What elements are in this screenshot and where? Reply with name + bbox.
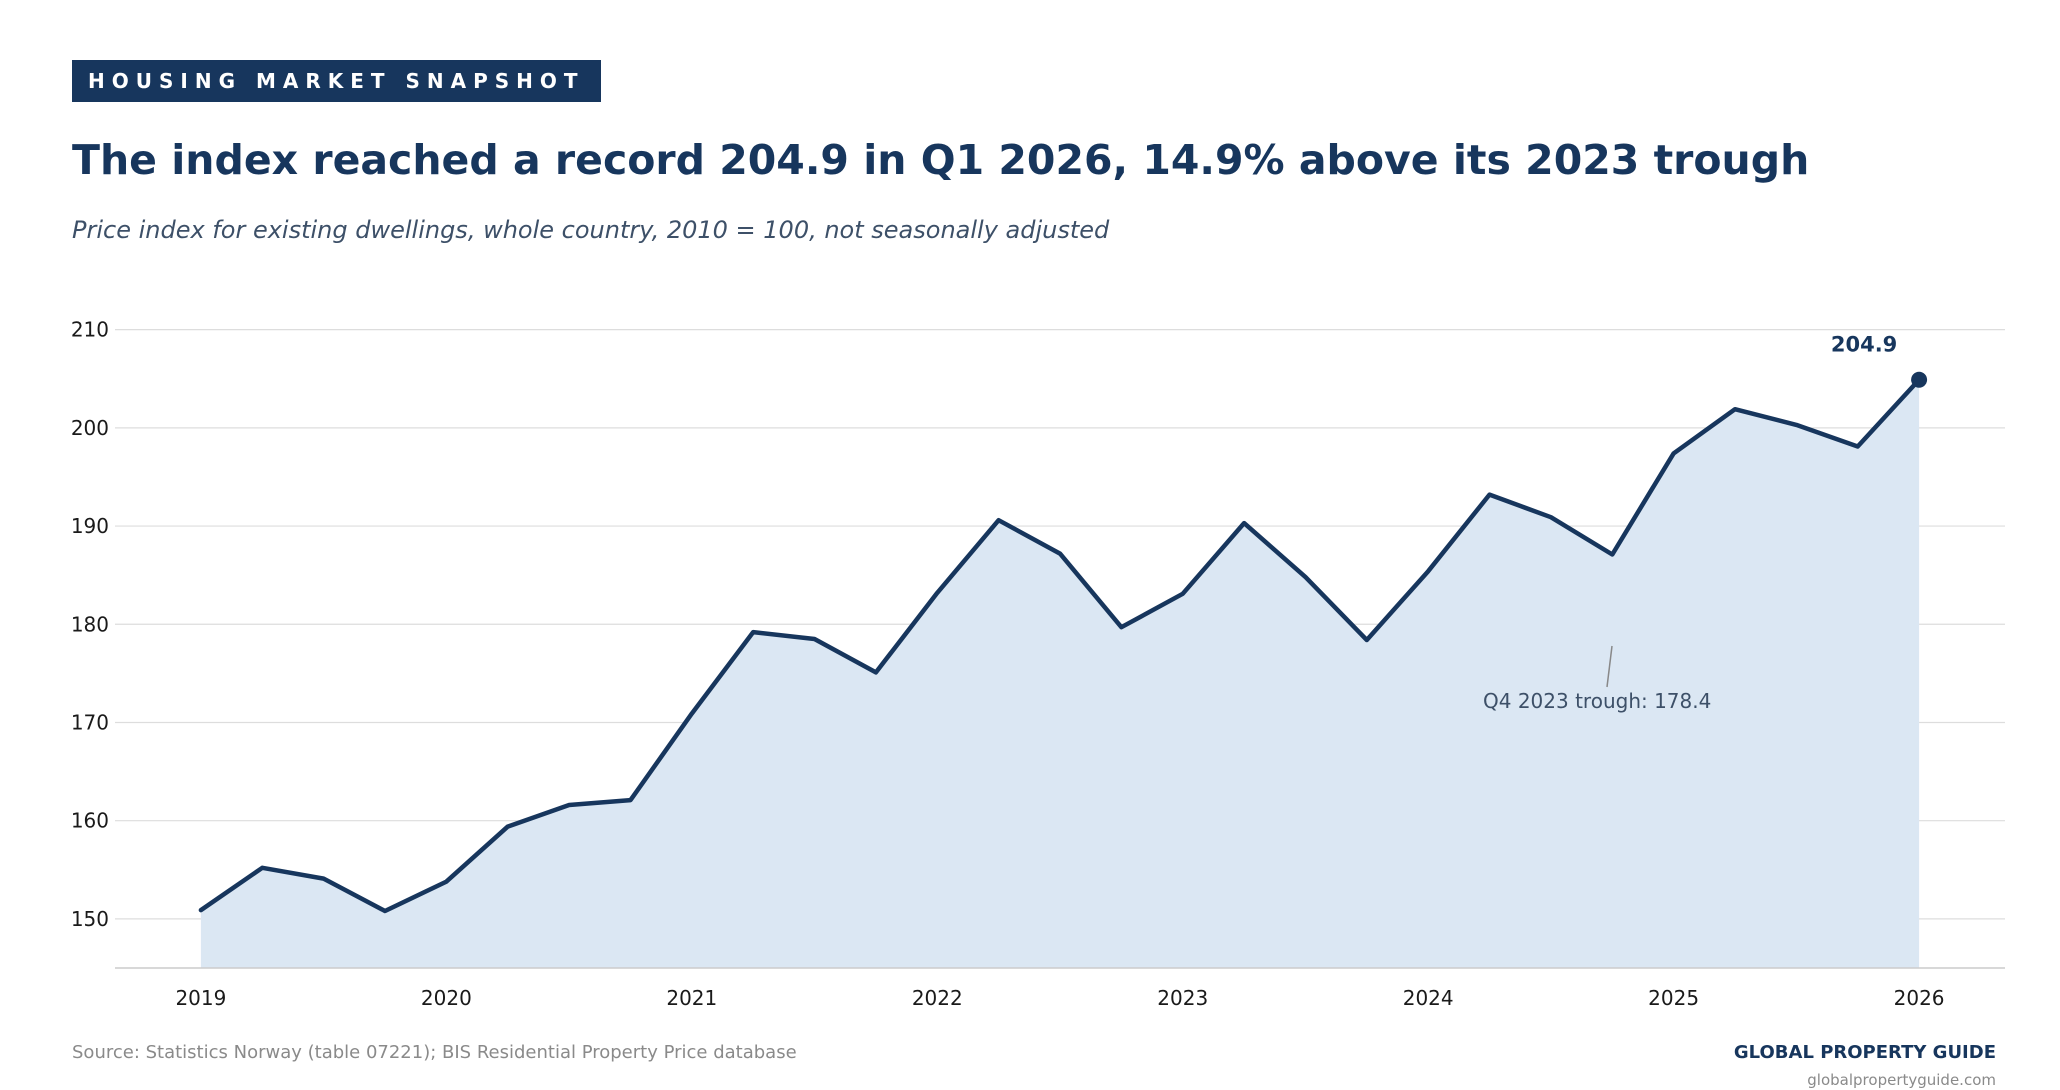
data-point (1548, 514, 1554, 520)
y-axis-ticks: 150 160 170 180 190 200 210 (71, 318, 109, 931)
x-tick-label: 2025 (1648, 986, 1699, 1010)
data-point (443, 879, 449, 885)
brand-name: GLOBAL PROPERTY GUIDE (1733, 1042, 1996, 1063)
chart-headline: The index reached a record 204.9 in Q1 2… (72, 136, 1810, 184)
data-point (382, 908, 388, 914)
x-tick-label: 2024 (1403, 986, 1454, 1010)
trough-annotation: Q4 2023 trough: 178.4 (1483, 689, 1711, 713)
last-point-label: 204.9 (1831, 333, 1897, 357)
y-tick-label: 190 (71, 514, 109, 538)
chart-subtitle: Price index for existing dwellings, whol… (72, 216, 1110, 244)
x-tick-label: 2022 (912, 986, 963, 1010)
data-point (812, 636, 818, 642)
data-point (1671, 450, 1677, 456)
data-point (1487, 492, 1493, 498)
data-point (198, 907, 204, 913)
data-point (1302, 574, 1308, 580)
data-point (1241, 520, 1247, 526)
data-point (1732, 406, 1738, 412)
data-point (1118, 624, 1124, 630)
data-point (873, 669, 879, 675)
data-point (1793, 422, 1799, 428)
x-tick-label: 2026 (1894, 986, 1945, 1010)
data-point (1364, 637, 1370, 643)
data-point (259, 865, 265, 871)
data-point (1180, 591, 1186, 597)
data-point (934, 590, 940, 596)
trough-leader-line (1606, 645, 1613, 688)
y-tick-label: 160 (71, 809, 109, 833)
data-point (321, 876, 327, 882)
data-point (1855, 444, 1861, 450)
x-tick-label: 2020 (421, 986, 472, 1010)
data-point (1057, 551, 1063, 557)
data-point (689, 711, 695, 717)
data-point (505, 824, 511, 830)
x-axis-ticks: 2019 2020 2021 2022 2023 2024 2025 2026 (175, 986, 1944, 1010)
area-fill (200, 379, 1920, 968)
y-tick-label: 150 (71, 907, 109, 931)
y-tick-label: 170 (71, 710, 109, 734)
y-tick-label: 210 (71, 318, 109, 342)
x-tick-label: 2019 (175, 986, 226, 1010)
y-tick-label: 200 (71, 416, 109, 440)
series-line (198, 377, 1922, 914)
data-point (1425, 568, 1431, 574)
data-point (627, 797, 633, 803)
brand-website: globalpropertyguide.com (1807, 1071, 1996, 1089)
last-point-marker (1911, 371, 1928, 388)
kicker-badge: HOUSING MARKET SNAPSHOT (72, 60, 601, 102)
data-point (750, 629, 756, 635)
x-tick-label: 2023 (1157, 986, 1208, 1010)
source-note: Source: Statistics Norway (table 07221);… (72, 1042, 797, 1063)
x-tick-label: 2021 (666, 986, 717, 1010)
y-tick-label: 180 (71, 612, 109, 636)
data-point (566, 802, 572, 808)
data-point (996, 517, 1002, 523)
data-point (1609, 552, 1615, 558)
